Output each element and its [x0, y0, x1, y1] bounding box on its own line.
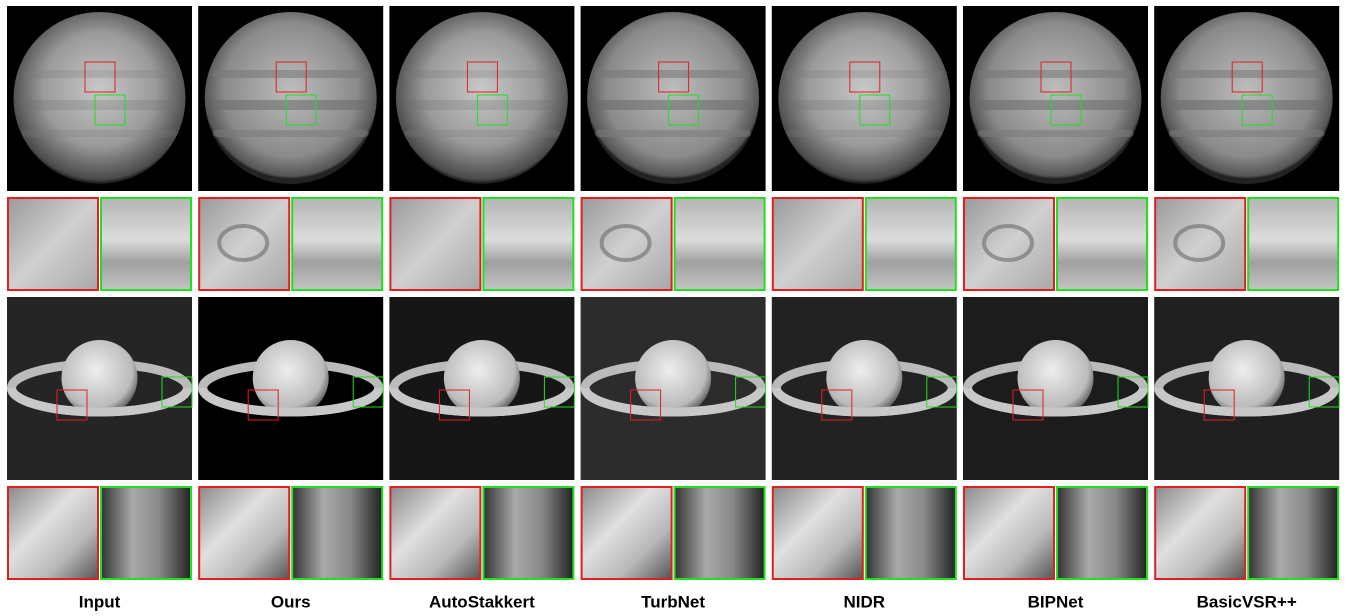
saturn-disk	[444, 340, 520, 416]
jupiter-band	[213, 130, 369, 137]
jupiter-band	[595, 130, 751, 137]
page: Input Ours AutoStakkert TurbNet NIDR BIPNet Ba…	[0, 0, 1348, 616]
jupiter-band	[1169, 100, 1325, 110]
jupiter-band	[978, 70, 1134, 78]
jupiter-disk	[778, 12, 950, 184]
green-crop	[866, 487, 956, 579]
column-label: NIDR	[844, 592, 886, 611]
jupiter-disk	[1161, 12, 1333, 184]
red-crop	[964, 487, 1054, 579]
red-crop	[773, 487, 863, 579]
red-crop	[8, 487, 98, 579]
jupiter-band	[404, 130, 560, 137]
jupiter-band	[1169, 70, 1325, 78]
green-crop	[292, 487, 382, 579]
green-crop	[1248, 487, 1338, 579]
column-label: TurbNet	[641, 592, 705, 611]
green-crop	[675, 198, 765, 290]
saturn-disk	[635, 340, 711, 416]
saturn-disk	[253, 340, 329, 416]
column-label: Ours	[271, 592, 311, 611]
jupiter-disk	[970, 12, 1142, 184]
jupiter-disk	[396, 12, 568, 184]
jupiter-band	[786, 70, 942, 78]
saturn-disk	[62, 340, 138, 416]
jupiter-band	[978, 130, 1134, 137]
jupiter-band	[22, 130, 178, 137]
green-crop	[1057, 198, 1147, 290]
saturn-disk	[1018, 340, 1094, 416]
jupiter-band	[404, 100, 560, 110]
saturn-disk	[1209, 340, 1285, 416]
jupiter-band	[978, 100, 1134, 110]
jupiter-disk	[587, 12, 759, 184]
jupiter-disk	[14, 12, 186, 184]
jupiter-band	[1169, 130, 1325, 137]
jupiter-band	[595, 70, 751, 78]
red-crop	[1155, 487, 1245, 579]
green-crop	[1248, 198, 1338, 290]
green-crop	[101, 198, 191, 290]
jupiter-band	[213, 70, 369, 78]
red-crop	[199, 487, 289, 579]
red-crop	[390, 487, 480, 579]
green-crop	[101, 487, 191, 579]
green-crop	[866, 198, 956, 290]
column-label: AutoStakkert	[429, 592, 535, 611]
green-crop	[1057, 487, 1147, 579]
jupiter-band	[213, 100, 369, 110]
jupiter-band	[786, 130, 942, 137]
red-crop	[390, 198, 480, 290]
column-label: BasicVSR++	[1197, 592, 1297, 611]
jupiter-band	[22, 100, 178, 110]
green-crop	[483, 487, 573, 579]
green-crop	[292, 198, 382, 290]
jupiter-band	[404, 70, 560, 78]
figure: Input Ours AutoStakkert TurbNet NIDR BIPNet Ba…	[0, 0, 1348, 616]
saturn-disk	[826, 340, 902, 416]
red-crop	[8, 198, 98, 290]
jupiter-band	[595, 100, 751, 110]
red-crop	[773, 198, 863, 290]
column-label: Input	[79, 592, 121, 611]
red-crop	[199, 198, 289, 290]
green-crop	[483, 198, 573, 290]
red-crop	[582, 198, 672, 290]
red-crop	[964, 198, 1054, 290]
red-crop	[1155, 198, 1245, 290]
green-crop	[675, 487, 765, 579]
jupiter-disk	[205, 12, 377, 184]
column-label: BIPNet	[1028, 592, 1084, 611]
red-crop	[582, 487, 672, 579]
jupiter-band	[22, 70, 178, 78]
jupiter-band	[786, 100, 942, 110]
